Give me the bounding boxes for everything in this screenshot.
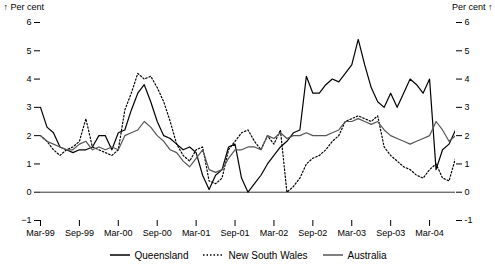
svg-text:Mar-03: Mar-03 [337,228,366,238]
svg-text:-1: -1 [465,215,473,225]
svg-text:6: 6 [465,17,470,27]
svg-text:1: 1 [465,159,470,169]
svg-text:Mar-01: Mar-01 [182,228,211,238]
svg-text:Mar-02: Mar-02 [260,228,289,238]
svg-text:Mar-99: Mar-99 [26,228,55,238]
svg-text:3: 3 [465,102,470,112]
svg-text:↑ Per cent: ↑ Per cent [4,2,45,12]
html-text:Queensland: Queensland [134,249,189,261]
svg-text:4: 4 [465,74,470,84]
svg-text:2: 2 [465,131,470,141]
html-text:Australia: Australia [347,249,387,261]
svg-text:Sep-03: Sep-03 [376,228,405,238]
svg-text:0: 0 [26,187,31,197]
svg-text:3: 3 [26,102,31,112]
svg-text:Sep-00: Sep-00 [143,228,172,238]
svg-text:5: 5 [465,46,470,56]
svg-text:−1: −1 [21,215,31,225]
svg-text:Mar-00: Mar-00 [104,228,133,238]
svg-text:Mar-04: Mar-04 [415,228,444,238]
svg-text:1: 1 [26,159,31,169]
html-text:New South Wales: New South Wales [228,249,308,261]
svg-text:5: 5 [26,46,31,56]
svg-text:4: 4 [26,74,31,84]
svg-text:6: 6 [26,17,31,27]
svg-text:Per cent ↑: Per cent ↑ [452,2,493,12]
svg-text:2: 2 [26,131,31,141]
svg-text:Sep-02: Sep-02 [298,228,327,238]
svg-text:0: 0 [465,187,470,197]
svg-text:Sep-01: Sep-01 [221,228,250,238]
svg-text:Sep-99: Sep-99 [65,228,94,238]
